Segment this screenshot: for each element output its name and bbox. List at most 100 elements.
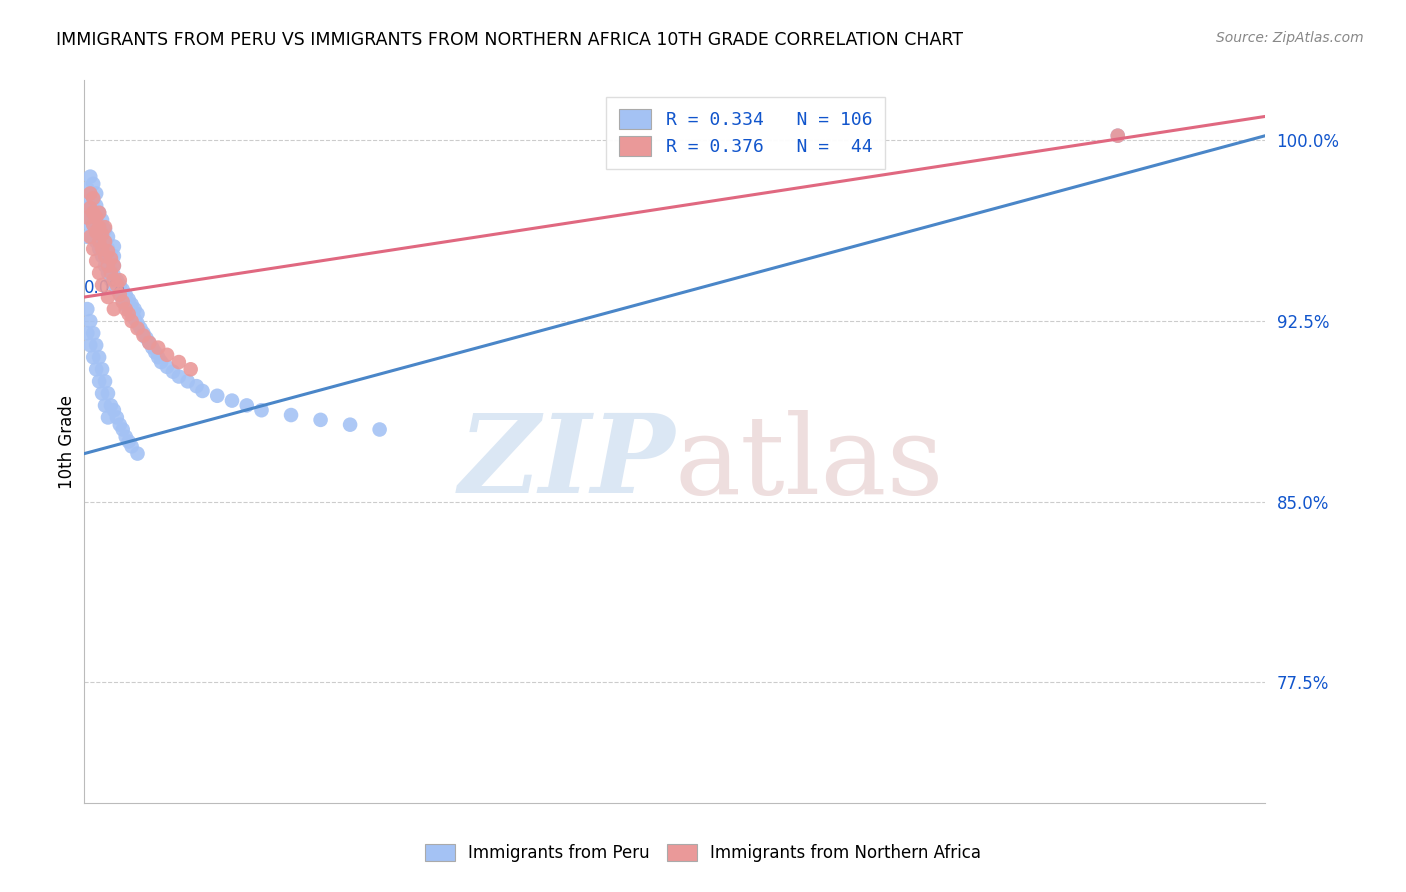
Point (97, 259, 120, 273)
Point (84, 338, 107, 352)
Point (82, 218, 104, 232)
Point (167, 355, 190, 369)
Point (82, 326, 104, 340)
Y-axis label: 10th Grade: 10th Grade (58, 394, 76, 489)
Point (186, 379, 208, 393)
Point (87, 205, 111, 219)
Point (127, 321, 149, 335)
Point (103, 259, 125, 273)
Point (79, 194, 101, 208)
Point (103, 301, 125, 316)
Point (87, 230, 111, 244)
Point (82, 177, 104, 191)
Text: Source: ZipAtlas.com: Source: ZipAtlas.com (1216, 31, 1364, 45)
Point (91, 227, 114, 242)
Point (121, 307, 143, 321)
Point (91, 225, 114, 239)
Point (124, 301, 146, 316)
Point (76, 326, 98, 340)
Point (127, 446, 149, 460)
Point (91, 362, 114, 376)
Point (100, 398, 122, 412)
Point (132, 328, 155, 343)
Point (138, 335, 160, 350)
Point (148, 350, 170, 364)
Point (91, 242, 114, 256)
Point (156, 348, 179, 362)
Point (108, 273, 131, 287)
Point (236, 398, 259, 412)
Point (91, 386, 114, 401)
Text: 0.0%: 0.0% (84, 279, 127, 297)
Point (87, 220, 111, 235)
Point (143, 345, 166, 359)
Point (97, 244, 120, 259)
Point (118, 434, 141, 449)
Point (94, 220, 117, 235)
Point (250, 403, 273, 417)
Point (108, 278, 131, 293)
Point (309, 413, 332, 427)
Point (124, 311, 146, 326)
Point (221, 393, 243, 408)
Point (76, 211, 98, 225)
Legend: Immigrants from Peru, Immigrants from Northern Africa: Immigrants from Peru, Immigrants from No… (416, 836, 990, 871)
Point (127, 317, 149, 331)
Point (103, 278, 125, 293)
Point (111, 423, 134, 437)
Point (84, 235, 107, 249)
Point (82, 230, 104, 244)
Point (118, 307, 141, 321)
Point (79, 205, 101, 219)
Point (108, 417, 131, 432)
Point (94, 235, 117, 249)
Point (162, 365, 184, 379)
Point (156, 359, 179, 374)
Point (87, 218, 111, 232)
Point (114, 297, 136, 311)
Point (97, 242, 120, 256)
Point (76, 211, 98, 225)
Point (141, 341, 163, 355)
Point (121, 314, 143, 328)
Point (87, 242, 111, 256)
Point (97, 410, 120, 425)
Point (91, 249, 114, 263)
Point (87, 205, 111, 219)
Point (84, 225, 107, 239)
Legend: R = 0.334   N = 106, R = 0.376   N =  44: R = 0.334 N = 106, R = 0.376 N = 44 (606, 96, 886, 169)
Text: ZIP: ZIP (458, 409, 675, 517)
Text: atlas: atlas (675, 409, 945, 516)
Point (100, 266, 122, 280)
Point (84, 362, 107, 376)
Point (82, 205, 104, 219)
Point (97, 290, 120, 304)
Point (87, 374, 111, 388)
Point (84, 211, 107, 225)
Point (94, 222, 117, 236)
Point (97, 386, 120, 401)
Point (111, 293, 134, 307)
Point (82, 218, 104, 232)
Point (1107, 128, 1129, 143)
Point (91, 278, 114, 293)
Point (191, 384, 214, 398)
Point (76, 230, 98, 244)
Point (79, 230, 101, 244)
Point (79, 201, 101, 215)
Point (79, 186, 101, 201)
Point (76, 201, 98, 215)
Point (84, 211, 107, 225)
Point (105, 273, 128, 287)
Point (108, 287, 131, 301)
Point (108, 287, 131, 301)
Point (79, 338, 101, 352)
Point (100, 252, 122, 266)
Point (114, 430, 136, 444)
Point (84, 198, 107, 212)
Point (103, 403, 125, 417)
Point (135, 331, 157, 345)
Point (94, 374, 117, 388)
Point (100, 261, 122, 276)
Point (97, 253, 120, 268)
